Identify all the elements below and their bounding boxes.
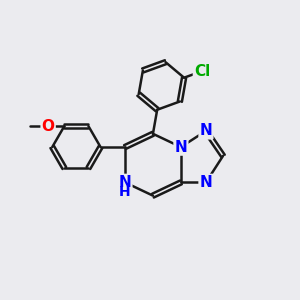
Text: N: N <box>175 140 187 154</box>
Text: N: N <box>118 175 131 190</box>
Text: O: O <box>42 118 55 134</box>
Text: N: N <box>200 175 212 190</box>
Text: Cl: Cl <box>194 64 210 79</box>
Text: N: N <box>200 123 212 138</box>
Text: H: H <box>119 185 131 199</box>
